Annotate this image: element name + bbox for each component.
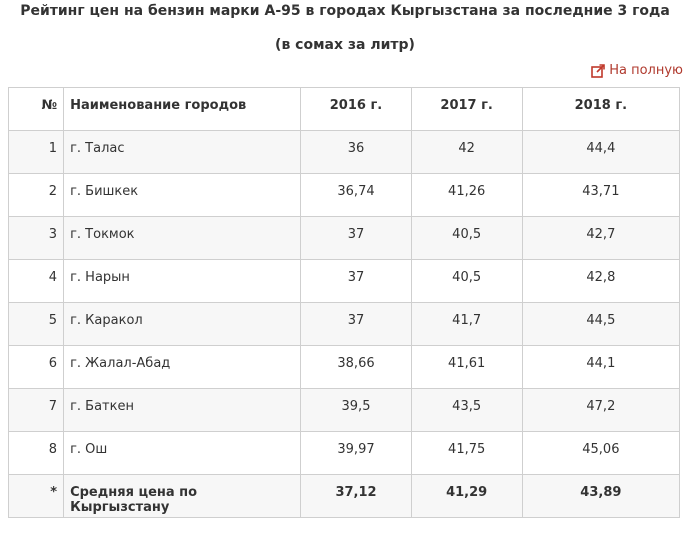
row-city: г. Токмок xyxy=(63,216,302,260)
row-num: 3 xyxy=(7,216,65,260)
row-2017: 41,61 xyxy=(410,345,523,389)
table-row: 8 г. Ош 39,97 41,75 45,06 xyxy=(7,431,681,475)
page-title: Рейтинг цен на бензин марки А-95 в город… xyxy=(20,3,670,19)
footer-2017: 41,29 xyxy=(410,474,523,518)
row-2018: 47,2 xyxy=(521,388,681,432)
row-2016: 39,5 xyxy=(300,388,412,432)
table-row: 5 г. Каракол 37 41,7 44,5 xyxy=(7,302,681,346)
footer-2018: 43,89 xyxy=(521,474,681,518)
table-row: 6 г. Жалал-Абад 38,66 41,61 44,1 xyxy=(7,345,681,389)
row-2016: 38,66 xyxy=(300,345,412,389)
row-num: 6 xyxy=(7,345,65,389)
external-link-icon xyxy=(591,63,606,78)
header-2016: 2016 г. xyxy=(300,87,412,131)
row-2018: 44,5 xyxy=(521,302,681,346)
row-2018: 44,1 xyxy=(521,345,681,389)
row-2016: 37 xyxy=(300,302,412,346)
row-num: 8 xyxy=(7,431,65,475)
row-2018: 44,4 xyxy=(521,130,681,174)
row-2016: 37 xyxy=(300,216,412,260)
footer-2016: 37,12 xyxy=(300,474,412,518)
row-2017: 40,5 xyxy=(410,216,523,260)
row-2017: 40,5 xyxy=(410,259,523,303)
price-table: № Наименование городов 2016 г. 2017 г. 2… xyxy=(7,87,681,518)
header-city: Наименование городов xyxy=(63,87,302,131)
table-row: 2 г. Бишкек 36,74 41,26 43,71 xyxy=(7,173,681,217)
row-2018: 42,7 xyxy=(521,216,681,260)
row-city: г. Талас xyxy=(63,130,302,174)
fullscreen-link-label: На полную xyxy=(609,63,683,78)
table-header-row: № Наименование городов 2016 г. 2017 г. 2… xyxy=(7,87,681,131)
row-2016: 39,97 xyxy=(300,431,412,475)
page-subtitle: (в сомах за литр) xyxy=(275,37,415,53)
table-row: 3 г. Токмок 37 40,5 42,7 xyxy=(7,216,681,260)
row-2016: 37 xyxy=(300,259,412,303)
row-2016: 36,74 xyxy=(300,173,412,217)
row-num: 2 xyxy=(7,173,65,217)
row-city: г. Баткен xyxy=(63,388,302,432)
row-num: 5 xyxy=(7,302,65,346)
row-2018: 45,06 xyxy=(521,431,681,475)
row-2017: 42 xyxy=(410,130,523,174)
row-city: г. Нарын xyxy=(63,259,302,303)
header-2017: 2017 г. xyxy=(410,87,523,131)
fullscreen-link[interactable]: На полную xyxy=(591,63,683,78)
header-2018: 2018 г. xyxy=(521,87,681,131)
row-2017: 43,5 xyxy=(410,388,523,432)
row-city: г. Каракол xyxy=(63,302,302,346)
row-2018: 42,8 xyxy=(521,259,681,303)
table-row: 1 г. Талас 36 42 44,4 xyxy=(7,130,681,174)
row-2016: 36 xyxy=(300,130,412,174)
table-row: 4 г. Нарын 37 40,5 42,8 xyxy=(7,259,681,303)
footer-city: Средняя цена по Кыргызстану xyxy=(63,474,302,518)
row-num: 1 xyxy=(7,130,65,174)
row-num: 7 xyxy=(7,388,65,432)
row-city: г. Жалал-Абад xyxy=(63,345,302,389)
table-row: 7 г. Баткен 39,5 43,5 47,2 xyxy=(7,388,681,432)
row-num: 4 xyxy=(7,259,65,303)
footer-num: * xyxy=(7,474,65,518)
row-2017: 41,26 xyxy=(410,173,523,217)
row-city: г. Бишкек xyxy=(63,173,302,217)
row-2017: 41,7 xyxy=(410,302,523,346)
header-num: № xyxy=(7,87,65,131)
table-footer-row: * Средняя цена по Кыргызстану 37,12 41,2… xyxy=(7,474,681,518)
row-2017: 41,75 xyxy=(410,431,523,475)
row-2018: 43,71 xyxy=(521,173,681,217)
row-city: г. Ош xyxy=(63,431,302,475)
